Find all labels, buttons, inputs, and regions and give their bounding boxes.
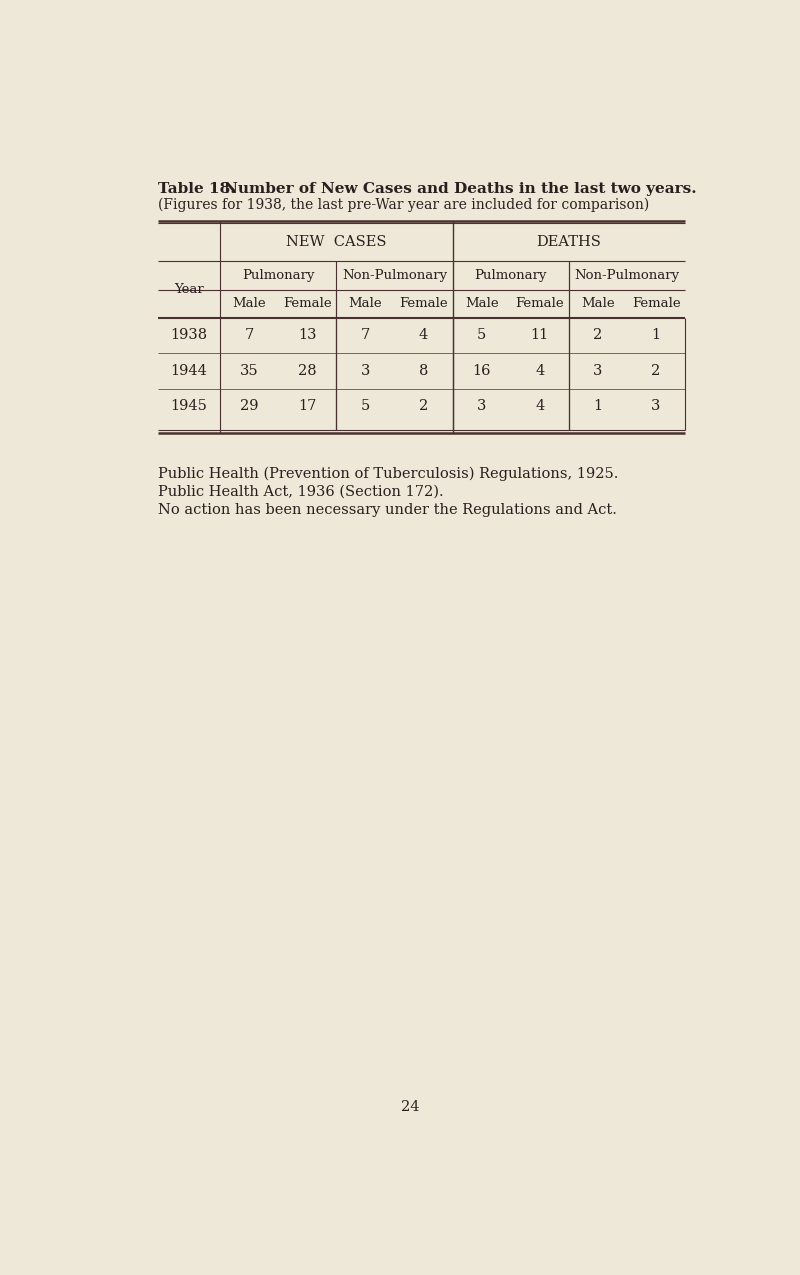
Text: Non-Pulmonary: Non-Pulmonary [342, 269, 447, 282]
Text: Male: Male [349, 297, 382, 310]
Text: 3: 3 [594, 363, 602, 377]
Text: Year: Year [174, 283, 204, 296]
Text: Pulmonary: Pulmonary [474, 269, 547, 282]
Text: 1944: 1944 [170, 363, 207, 377]
Text: Non-Pulmonary: Non-Pulmonary [574, 269, 679, 282]
Text: Female: Female [515, 297, 564, 310]
Text: 3: 3 [651, 399, 661, 413]
Text: 5: 5 [361, 399, 370, 413]
Text: 35: 35 [240, 363, 258, 377]
Text: 1: 1 [651, 329, 661, 343]
Text: 28: 28 [298, 363, 317, 377]
Text: Male: Male [465, 297, 498, 310]
Text: 4: 4 [419, 329, 428, 343]
Text: NEW  CASES: NEW CASES [286, 235, 386, 249]
Text: 24: 24 [401, 1100, 419, 1114]
Text: 8: 8 [419, 363, 428, 377]
Text: 16: 16 [473, 363, 491, 377]
Text: 2: 2 [419, 399, 428, 413]
Text: 5: 5 [477, 329, 486, 343]
Text: 7: 7 [245, 329, 254, 343]
Text: 3: 3 [477, 399, 486, 413]
Text: 2: 2 [651, 363, 661, 377]
Text: DEATHS: DEATHS [537, 235, 602, 249]
Text: 4: 4 [535, 363, 545, 377]
Text: Female: Female [283, 297, 332, 310]
Text: Female: Female [399, 297, 448, 310]
Text: 13: 13 [298, 329, 317, 343]
Text: Number of New Cases and Deaths in the last two years.: Number of New Cases and Deaths in the la… [224, 182, 697, 196]
Text: 11: 11 [530, 329, 549, 343]
Text: Female: Female [632, 297, 680, 310]
Text: 1945: 1945 [170, 399, 207, 413]
Text: 3: 3 [361, 363, 370, 377]
Text: 17: 17 [298, 399, 317, 413]
Text: Male: Male [581, 297, 614, 310]
Text: (Figures for 1938, the last pre-War year are included for comparison): (Figures for 1938, the last pre-War year… [158, 198, 650, 212]
Text: 4: 4 [535, 399, 545, 413]
Text: Public Health Act, 1936 (Section 172).: Public Health Act, 1936 (Section 172). [158, 484, 444, 499]
Text: Male: Male [232, 297, 266, 310]
Text: Table 18.: Table 18. [158, 182, 236, 196]
Text: 1938: 1938 [170, 329, 208, 343]
Text: No action has been necessary under the Regulations and Act.: No action has been necessary under the R… [158, 504, 617, 518]
Text: 7: 7 [361, 329, 370, 343]
Text: 29: 29 [240, 399, 258, 413]
Text: Public Health (Prevention of Tuberculosis) Regulations, 1925.: Public Health (Prevention of Tuberculosi… [158, 467, 618, 481]
Text: 1: 1 [594, 399, 602, 413]
Text: Pulmonary: Pulmonary [242, 269, 314, 282]
Text: 2: 2 [594, 329, 602, 343]
